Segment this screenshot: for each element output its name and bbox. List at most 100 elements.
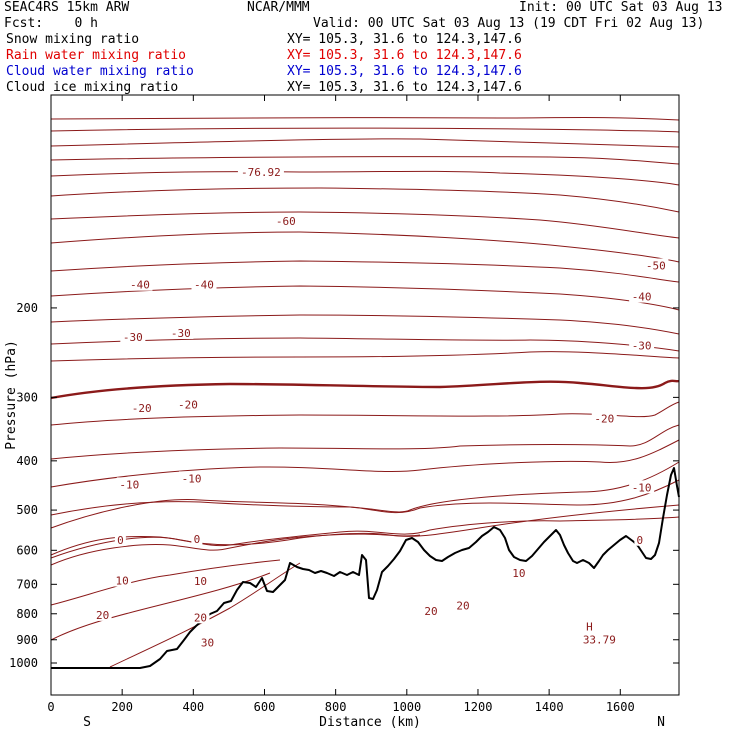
isotherm-line [50, 401, 680, 426]
y-tick-label: 500 [16, 503, 38, 517]
terrain-line [51, 467, 680, 669]
isotherm-line [50, 170, 680, 186]
contour-label: -10 [119, 478, 139, 491]
x-tick-label: 400 [182, 700, 204, 714]
y-tick-label: 400 [16, 454, 38, 468]
forecast-hour: Fcst: 0 h [4, 16, 98, 31]
field-label-snow: Snow mixing ratio [6, 32, 140, 47]
field-xy-snow: XY= 105.3, 31.6 to 124.3,147.6 [287, 32, 522, 47]
contour-label: 20 [96, 609, 109, 622]
contour-label: 20 [194, 611, 207, 624]
max-marker-value: 33.79 [583, 633, 616, 646]
contour-label-bg [191, 277, 217, 291]
contour-label: -76.92 [241, 166, 281, 179]
contour-label-bg [116, 477, 142, 491]
contour-label: -20 [132, 402, 152, 415]
isotherm-line [50, 559, 281, 606]
contour-label: 20 [424, 605, 437, 618]
contour-label-bg [120, 329, 146, 343]
contour-label: 20 [456, 599, 469, 612]
endpoint-south: S [83, 715, 91, 730]
org-label: NCAR/MMM [247, 0, 310, 15]
contour-label-bg [629, 289, 655, 303]
contour-label-bg [129, 401, 155, 415]
isotherm-line [50, 314, 680, 335]
contour-label: 0 [117, 534, 124, 547]
terrain-outline [51, 467, 680, 669]
contour-label-bg [643, 258, 669, 272]
y-tick-label: 200 [16, 301, 38, 315]
y-tick-label: 900 [16, 633, 38, 647]
contour-label-bg [93, 607, 112, 621]
x-tick-label: 600 [254, 700, 276, 714]
endpoint-north: N [657, 715, 665, 730]
isotherm-line [50, 211, 680, 239]
contour-label: -40 [194, 279, 214, 292]
field-xy-rain: XY= 105.3, 31.6 to 124.3,147.6 [287, 48, 522, 63]
contour-label-bg [591, 411, 617, 425]
contour-label-bg [198, 635, 217, 649]
isotherm-line [50, 285, 680, 311]
isotherm-line [50, 424, 680, 460]
isotherm-line [50, 156, 680, 165]
contour-label: -40 [632, 291, 652, 304]
contour-label: 10 [512, 567, 525, 580]
x-tick-label: 800 [325, 700, 347, 714]
contour-label-bg [273, 214, 299, 228]
isotherm-line [50, 231, 680, 263]
isotherm-line [50, 337, 680, 352]
contour-label-bg [629, 338, 655, 352]
y-axis-title: Pressure (hPa) [4, 340, 19, 450]
field-label-cloud-ice: Cloud ice mixing ratio [6, 80, 179, 95]
contour-label-bg [175, 397, 201, 411]
contour-label: 10 [194, 575, 207, 588]
y-tick-label: 600 [16, 543, 38, 557]
y-tick-label: 1000 [9, 656, 38, 670]
contour-label-bg [509, 565, 528, 579]
x-tick-label: 200 [111, 700, 133, 714]
contour-label-bg [127, 277, 153, 291]
isotherm-line [50, 187, 680, 213]
contour-label: 30 [201, 637, 214, 650]
field-label-rain: Rain water mixing ratio [6, 48, 187, 63]
max-marker-symbol: H [586, 620, 593, 633]
contour-label-bg [237, 164, 284, 178]
isotherm-line [50, 117, 680, 121]
contour-label: -10 [182, 472, 202, 485]
plot-frame [50, 94, 680, 696]
x-tick-label: 1200 [464, 700, 493, 714]
contour-label: -20 [594, 412, 614, 425]
contour-label: -50 [646, 259, 666, 272]
isotherm-line [109, 562, 301, 668]
contour-label: 0 [637, 534, 644, 547]
contour-label-bg [113, 573, 132, 587]
init-time: Init: 00 UTC Sat 03 Aug 13 [519, 0, 723, 15]
isotherm-line [50, 479, 680, 529]
contour-label-bg [454, 598, 473, 612]
contour-label-bg [629, 480, 655, 494]
field-xy-cloud-ice: XY= 105.3, 31.6 to 124.3,147.6 [287, 80, 522, 95]
isotherm-line [50, 351, 680, 362]
isotherm-line [50, 516, 680, 556]
contour-label: -30 [632, 339, 652, 352]
x-axis-title: Distance (km) [319, 715, 421, 730]
contour-label: -40 [130, 279, 150, 292]
contour-label-bg [179, 471, 205, 485]
field-label-cloud-water: Cloud water mixing ratio [6, 64, 194, 79]
isotherm-line [50, 572, 271, 641]
contour-label-bg [422, 603, 441, 617]
contour-label-bg [634, 532, 646, 546]
field-xy-cloud-water: XY= 105.3, 31.6 to 124.3,147.6 [287, 64, 522, 79]
isotherm-line [50, 439, 680, 488]
x-tick-label: 1000 [392, 700, 421, 714]
isotherm-line [50, 127, 680, 133]
contour-label-bg [168, 325, 194, 339]
contour-label: -60 [276, 215, 296, 228]
isotherm-line [50, 533, 421, 566]
contour-label: 10 [116, 574, 129, 587]
contour-label-bg [191, 531, 203, 545]
plot-axes: 0 200 400 600 800 1000 1200 1400 160020030040050… [9, 94, 680, 714]
contour-label-bg [114, 532, 126, 546]
contour-label: 0 [194, 533, 201, 546]
